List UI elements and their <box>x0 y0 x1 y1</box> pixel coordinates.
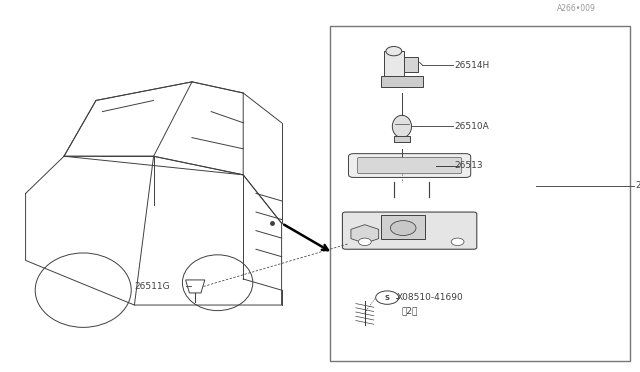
Ellipse shape <box>392 115 412 138</box>
FancyBboxPatch shape <box>381 215 426 239</box>
Polygon shape <box>351 225 379 243</box>
Ellipse shape <box>386 46 402 56</box>
Text: 26513: 26513 <box>454 161 483 170</box>
FancyBboxPatch shape <box>385 51 404 79</box>
FancyBboxPatch shape <box>381 76 423 87</box>
FancyBboxPatch shape <box>349 154 471 177</box>
FancyBboxPatch shape <box>357 157 462 174</box>
Text: （2）: （2） <box>402 306 419 315</box>
FancyBboxPatch shape <box>394 136 410 142</box>
Text: 26514H: 26514H <box>454 61 490 70</box>
FancyBboxPatch shape <box>404 57 418 72</box>
FancyBboxPatch shape <box>342 212 477 249</box>
Polygon shape <box>186 280 205 293</box>
Text: X08510-41690: X08510-41690 <box>397 293 463 302</box>
Bar <box>330 26 630 361</box>
Text: A266•009: A266•009 <box>557 4 596 13</box>
Circle shape <box>451 238 464 246</box>
Circle shape <box>376 291 399 304</box>
Text: 26511G: 26511G <box>134 282 170 291</box>
Text: S: S <box>385 295 390 301</box>
Text: 26510N: 26510N <box>636 182 640 190</box>
Circle shape <box>358 238 371 246</box>
Circle shape <box>390 221 416 235</box>
Text: 26510A: 26510A <box>454 122 489 131</box>
